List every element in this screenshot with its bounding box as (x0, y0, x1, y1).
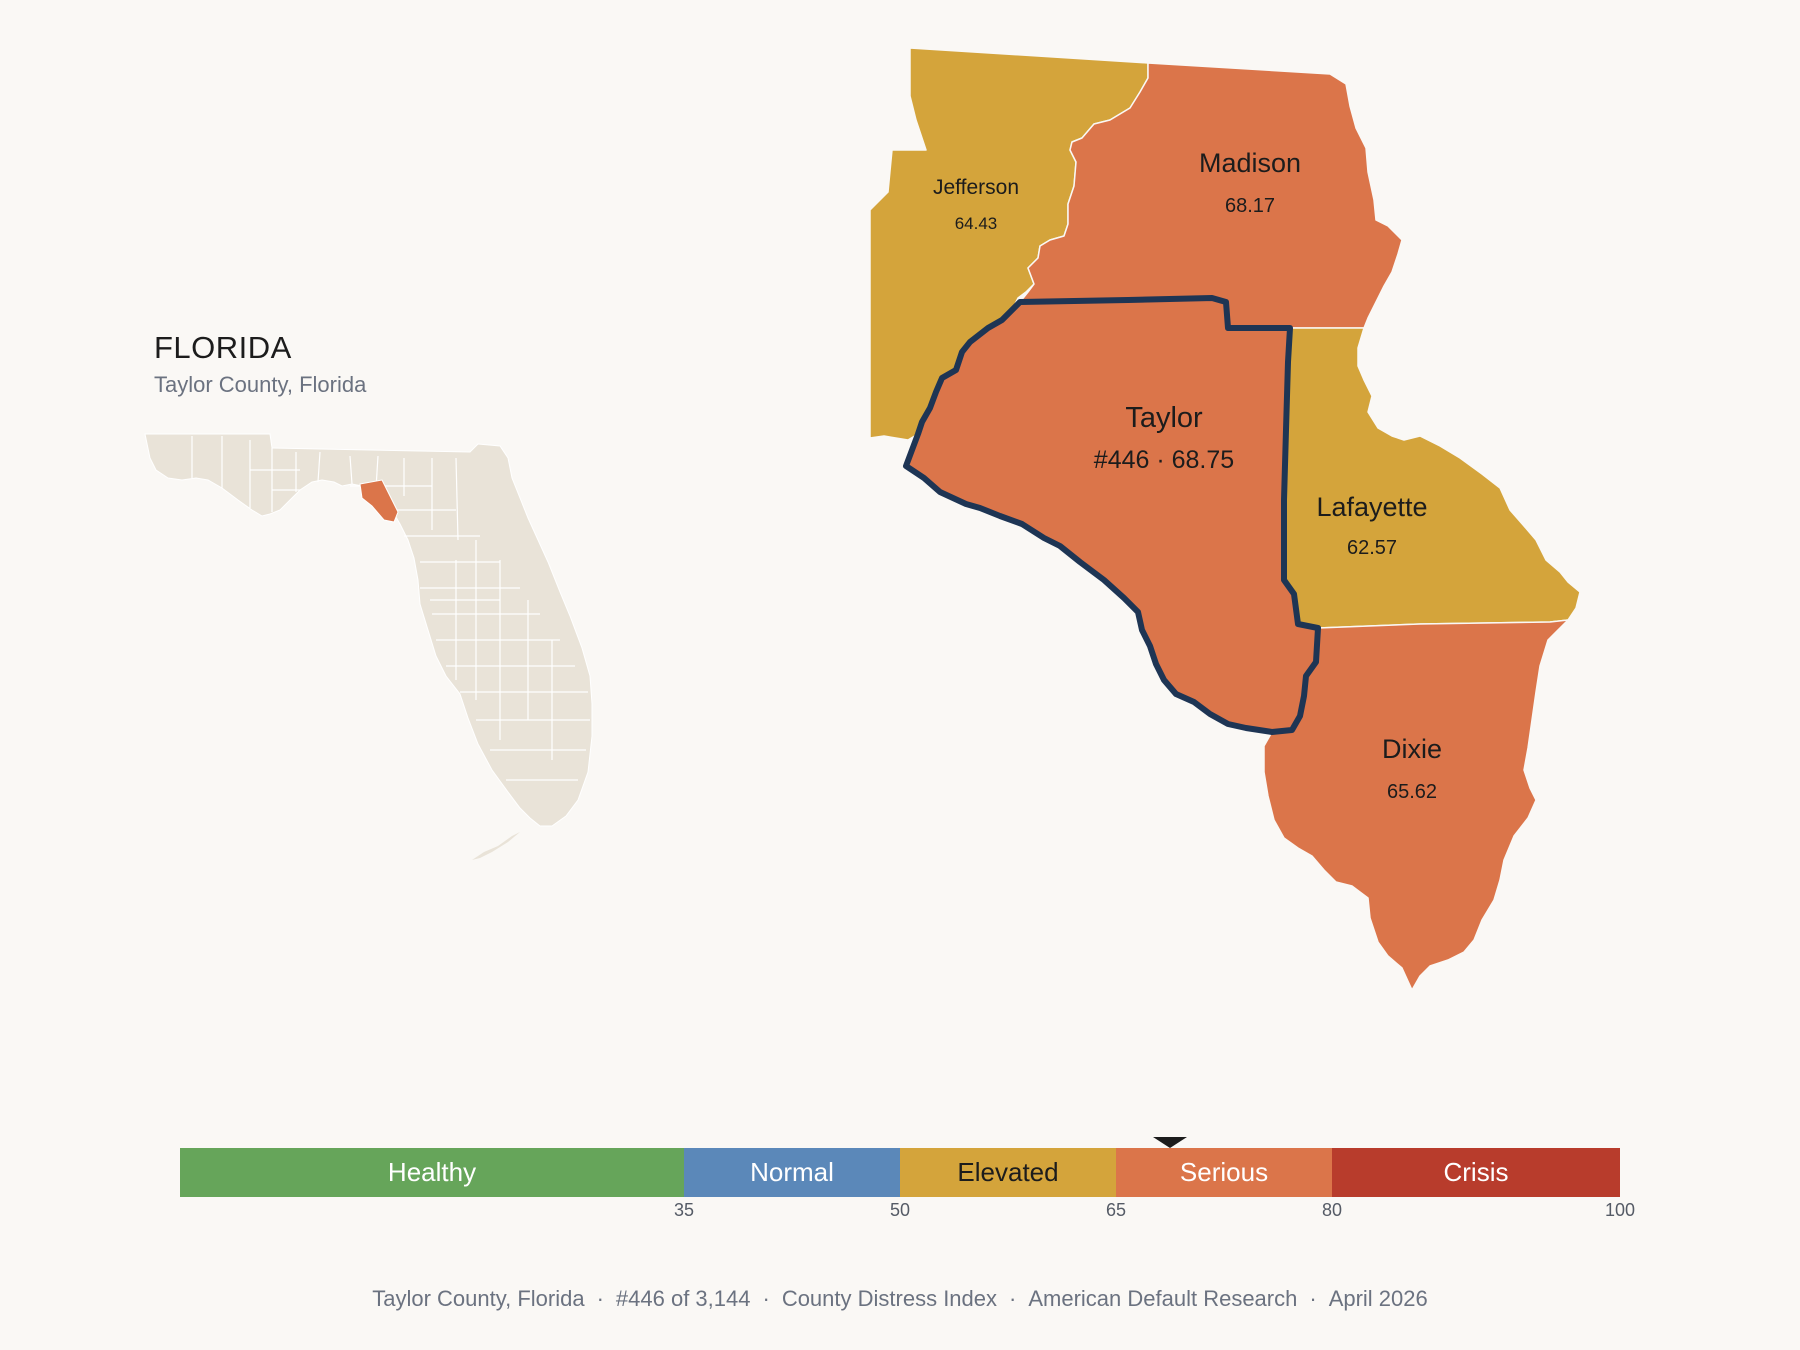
county-taylor[interactable] (905, 297, 1319, 733)
footer-separator: · (596, 1286, 604, 1311)
scale-tick-label: 65 (1105, 1200, 1127, 1220)
scale-tick-label: 50 (889, 1200, 911, 1220)
county-dixie[interactable] (1263, 619, 1569, 991)
footer-source: American Default Research (1028, 1286, 1298, 1311)
scale-tick-label: 80 (1321, 1200, 1343, 1220)
distress-scale-bar: Healthy Normal Elevated Serious Crisis (180, 1148, 1620, 1198)
county-labels: Jefferson 64.43 Madison 68.17 Taylor #44… (933, 148, 1442, 803)
county-name-taylor: Taylor (1125, 402, 1203, 434)
footer-date: April 2026 (1328, 1286, 1428, 1311)
county-value-dixie: 65.62 (1387, 781, 1437, 803)
county-lafayette[interactable] (1283, 327, 1581, 629)
footer-separator: · (1309, 1286, 1317, 1311)
county-value-taylor: #446 · 68.75 (1094, 446, 1234, 474)
scale-tick-label: 35 (673, 1200, 695, 1220)
county-value-madison: 68.17 (1225, 195, 1275, 217)
florida-county-lines (191, 436, 590, 781)
footer-caption: Taylor County, Florida · #446 of 3,144 · Cou… (0, 1286, 1800, 1312)
scale-segment-serious: Serious (1116, 1148, 1332, 1197)
county-value-jefferson: 64.43 (955, 214, 998, 233)
scale-segment-crisis: Crisis (1332, 1148, 1620, 1197)
scale-segment-elevated: Elevated (900, 1148, 1116, 1197)
footer-county: Taylor County, Florida (372, 1286, 585, 1311)
footer-rank: #446 of 3,144 (615, 1286, 751, 1311)
region-map (869, 47, 1581, 991)
county-name-jefferson: Jefferson (933, 176, 1019, 199)
footer-separator: · (1009, 1286, 1017, 1311)
score-marker (1153, 1137, 1187, 1148)
state-subtitle: Taylor County, Florida (154, 372, 367, 397)
taylor-selected-outline (903, 295, 1321, 735)
scale-tick-label: 100 (1604, 1200, 1636, 1220)
scale-segment-healthy: Healthy (180, 1148, 684, 1197)
county-name-madison: Madison (1199, 148, 1301, 178)
county-value-lafayette: 62.57 (1347, 537, 1397, 559)
state-title: FLORIDA (154, 330, 292, 365)
taylor-county-highlight (359, 479, 399, 523)
footer-index-name: County Distress Index (781, 1286, 998, 1311)
county-name-dixie: Dixie (1382, 734, 1442, 764)
florida-state-shape (144, 433, 593, 827)
scale-segment-normal: Normal (684, 1148, 900, 1197)
county-name-lafayette: Lafayette (1316, 492, 1427, 522)
footer-separator: · (762, 1286, 770, 1311)
florida-inset-map (144, 433, 593, 860)
florida-keys (472, 832, 520, 860)
